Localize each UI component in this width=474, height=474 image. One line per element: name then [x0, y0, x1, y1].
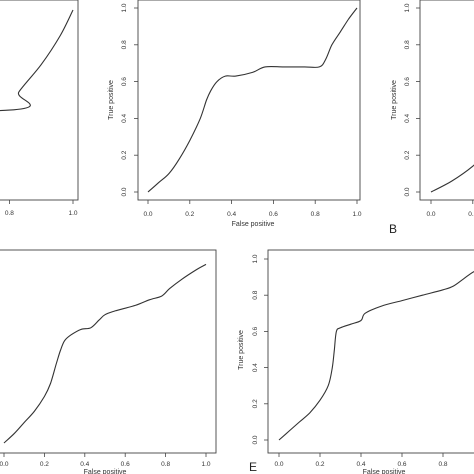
roc-panel-1: 0.8 1.0: [0, 0, 79, 217]
y-tick-label: 0.0: [121, 187, 128, 196]
x-tick-label: 0.8: [438, 461, 447, 468]
roc-curve-line: [3, 263, 207, 444]
y-tick-label: 0.4: [404, 114, 411, 123]
roc-panel-2: 0.0 0.2 0.4 0.6 0.8 1.0 0.0 0.2 0.4 0.6 0.8 1.0 Fals…: [108, 0, 397, 236]
x-tick-label: 1.0: [352, 211, 361, 218]
y-tick-label: 0.6: [252, 327, 259, 336]
y-tick-label: 0.8: [252, 290, 259, 299]
y-tick-label: 0.0: [404, 187, 411, 196]
roc-panel-3: 0.0 0.2 0.0 0.2 0.4 0.6 0.8 1.0 True positive: [391, 0, 474, 218]
x-tick-label: 0.2: [468, 211, 474, 218]
roc-panel-5: 0.0 0.2 0.4 0.6 0.8 0.0 0.2 0.4 0.6 0.8 1.0 False p…: [238, 249, 474, 474]
x-tick-label: 0.0: [274, 461, 283, 468]
x-tick-label: 0.2: [185, 211, 194, 218]
x-tick-label: 0.0: [0, 461, 9, 468]
x-tick-label: 0.4: [80, 461, 89, 468]
y-axis-title: True positive: [108, 80, 115, 120]
y-tick-label: 0.8: [404, 40, 411, 49]
y-tick-label: 1.0: [121, 3, 128, 12]
y-axis-title: True positive: [238, 330, 245, 370]
x-tick-label: 0.6: [269, 211, 278, 218]
x-tick-label: 0.6: [121, 461, 130, 468]
y-tick-label: 0.6: [404, 77, 411, 86]
y-tick-label: 0.2: [252, 399, 259, 408]
y-tick-label: 0.8: [121, 40, 128, 49]
x-tick-label: 0.8: [161, 461, 170, 468]
plot-frame: [0, 249, 217, 454]
x-tick-label: 0.2: [315, 461, 324, 468]
x-axis-title: False positive: [84, 469, 127, 474]
y-axis-title: True positive: [391, 80, 398, 120]
panel-letter: B: [389, 222, 397, 236]
x-tick-label: 0.8: [5, 210, 14, 217]
x-tick-label: 0.4: [356, 461, 365, 468]
x-tick-label: 1.0: [201, 461, 210, 468]
x-tick-label: 0.0: [426, 211, 435, 218]
panel-letter: E: [249, 460, 257, 474]
y-tick-label: 1.0: [404, 3, 411, 12]
x-tick-label: 0.4: [227, 211, 236, 218]
x-tick-label: 0.2: [40, 461, 49, 468]
roc-curve-line: [430, 164, 474, 193]
plot-frame: [419, 0, 474, 201]
y-tick-label: 0.0: [252, 435, 259, 444]
plot-frame: [137, 0, 361, 201]
y-tick-label: 0.4: [121, 114, 128, 123]
x-tick-label: 0.8: [311, 211, 320, 218]
roc-curve-line: [278, 270, 474, 441]
roc-panel-4: 0.0 0.2 0.4 0.6 0.8 1.0 False positive: [0, 249, 217, 474]
y-tick-label: 0.2: [404, 150, 411, 159]
y-tick-label: 0.6: [121, 77, 128, 86]
roc-curve-line: [147, 7, 358, 193]
y-tick-label: 0.2: [121, 150, 128, 159]
roc-curve-line: [0, 9, 74, 112]
x-tick-label: 0.0: [143, 211, 152, 218]
x-axis-title: False positive: [232, 221, 275, 228]
x-tick-label: 0.6: [397, 461, 406, 468]
y-tick-label: 0.4: [252, 363, 259, 372]
plot-frame: [0, 0, 79, 201]
x-tick-label: 1.0: [68, 210, 77, 217]
x-axis-title: False positive: [363, 469, 406, 474]
plot-frame: [267, 249, 474, 454]
y-tick-label: 1.0: [252, 254, 259, 263]
